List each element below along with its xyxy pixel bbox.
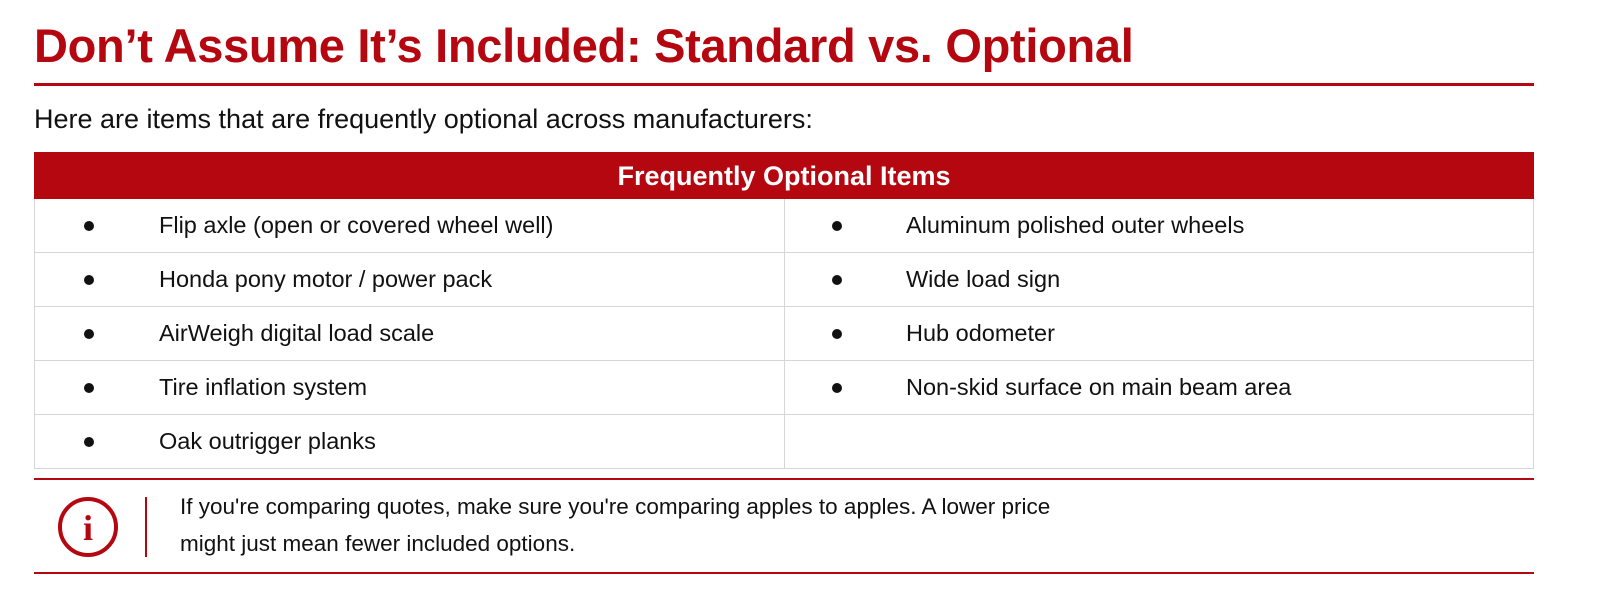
table-row: Oak outrigger planks bbox=[34, 415, 1534, 469]
item-text: Aluminum polished outer wheels bbox=[906, 212, 1245, 238]
bullet bbox=[84, 275, 94, 285]
bullet bbox=[832, 221, 842, 231]
table-cell: Oak outrigger planks bbox=[34, 415, 784, 468]
bullet bbox=[84, 437, 94, 447]
bottom-rule bbox=[34, 572, 1534, 574]
callout-line: If you're comparing quotes, make sure yo… bbox=[180, 494, 1051, 519]
item-text: AirWeigh digital load scale bbox=[159, 320, 435, 346]
table-cell: AirWeigh digital load scale bbox=[34, 307, 784, 360]
bullet bbox=[832, 329, 842, 339]
bullet bbox=[84, 329, 94, 339]
callout-rule bbox=[34, 478, 1534, 480]
bullet bbox=[84, 221, 94, 231]
table-row: Flip axle (open or covered wheel well) Al… bbox=[34, 199, 1534, 253]
callout-line: might just mean fewer included options. bbox=[180, 531, 576, 556]
bullet bbox=[84, 383, 94, 393]
table-row: Tire inflation system Non-skid surface on… bbox=[34, 361, 1534, 415]
item-text: Hub odometer bbox=[906, 320, 1055, 346]
table-cell: Aluminum polished outer wheels bbox=[784, 199, 1534, 252]
table-row: Honda pony motor / power pack Wide load s… bbox=[34, 253, 1534, 307]
item-text: Wide load sign bbox=[906, 266, 1061, 292]
intro-text: Here are items that are frequently optio… bbox=[34, 104, 813, 134]
info-icon: i bbox=[58, 497, 118, 557]
callout-divider bbox=[145, 497, 147, 557]
table-cell: Honda pony motor / power pack bbox=[34, 253, 784, 306]
bullet bbox=[832, 383, 842, 393]
table-cell bbox=[784, 415, 1534, 468]
table-cell: Hub odometer bbox=[784, 307, 1534, 360]
item-text: Flip axle (open or covered wheel well) bbox=[159, 212, 554, 238]
table-cell: Wide load sign bbox=[784, 253, 1534, 306]
bullet bbox=[832, 275, 842, 285]
table-cell: Tire inflation system bbox=[34, 361, 784, 414]
item-text: Non-skid surface on main beam area bbox=[906, 374, 1292, 400]
item-text: Tire inflation system bbox=[159, 374, 368, 400]
options-table: Frequently Optional Items Flip axle (ope… bbox=[34, 152, 1534, 469]
table-heading: Frequently Optional Items bbox=[34, 152, 1534, 199]
item-text: Honda pony motor / power pack bbox=[159, 266, 493, 292]
page-title: Don’t Assume It’s Included: Standard vs.… bbox=[34, 19, 1134, 72]
item-text: Oak outrigger planks bbox=[159, 428, 376, 454]
title-rule bbox=[34, 83, 1534, 86]
table-cell: Flip axle (open or covered wheel well) bbox=[34, 199, 784, 252]
icon-glyph: i bbox=[83, 508, 93, 548]
table-row: AirWeigh digital load scale Hub odometer bbox=[34, 307, 1534, 361]
icon-circle bbox=[58, 497, 118, 557]
table-cell: Non-skid surface on main beam area bbox=[784, 361, 1534, 414]
